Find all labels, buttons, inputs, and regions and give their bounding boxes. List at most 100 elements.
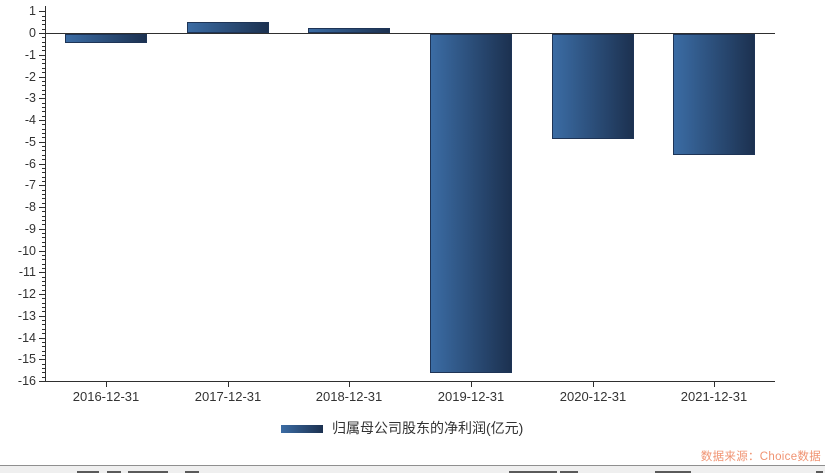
y-axis-label: -9 — [24, 221, 36, 236]
y-axis-minor-tick — [42, 372, 45, 373]
y-axis-minor-tick — [42, 150, 45, 151]
y-axis-minor-tick — [42, 81, 45, 82]
clipped-text-artifact — [560, 471, 578, 473]
y-axis-line — [45, 6, 46, 382]
clipped-text-artifact — [128, 471, 168, 473]
y-axis-minor-tick — [42, 259, 45, 260]
y-axis-minor-tick — [42, 172, 45, 173]
y-axis-major-tick — [39, 207, 45, 208]
y-axis-minor-tick — [42, 333, 45, 334]
y-axis-minor-tick — [42, 277, 45, 278]
y-axis-minor-tick — [42, 198, 45, 199]
y-axis-major-tick — [39, 77, 45, 78]
y-axis-minor-tick — [42, 355, 45, 356]
y-axis-major-tick — [39, 164, 45, 165]
y-axis-minor-tick — [42, 63, 45, 64]
y-axis-major-tick — [39, 11, 45, 12]
x-axis-tick — [471, 382, 472, 387]
y-axis-minor-tick — [42, 146, 45, 147]
clipped-text-artifact — [77, 471, 99, 473]
y-axis-major-tick — [39, 294, 45, 295]
y-axis-minor-tick — [42, 103, 45, 104]
y-axis-minor-tick — [42, 155, 45, 156]
x-axis-line — [45, 381, 775, 382]
bar-2020-12-31[interactable] — [552, 34, 634, 139]
bottom-strip — [0, 465, 825, 473]
y-axis-minor-tick — [42, 42, 45, 43]
y-axis-minor-tick — [42, 364, 45, 365]
x-axis-label: 2018-12-31 — [315, 389, 383, 404]
y-axis-major-tick — [39, 316, 45, 317]
y-axis-minor-tick — [42, 377, 45, 378]
y-axis-minor-tick — [42, 242, 45, 243]
bar-2018-12-31[interactable] — [308, 28, 390, 33]
y-axis-minor-tick — [42, 50, 45, 51]
x-axis-tick — [593, 382, 594, 387]
y-axis-major-tick — [39, 55, 45, 56]
y-axis-minor-tick — [42, 203, 45, 204]
bar-2021-12-31[interactable] — [673, 34, 755, 155]
y-axis-major-tick — [39, 381, 45, 382]
x-axis-tick — [714, 382, 715, 387]
y-axis-minor-tick — [42, 133, 45, 134]
y-axis-minor-tick — [42, 20, 45, 21]
y-axis-label: -12 — [17, 287, 36, 301]
y-axis-minor-tick — [42, 268, 45, 269]
x-axis-tick — [106, 382, 107, 387]
y-axis-minor-tick — [42, 303, 45, 304]
y-axis-minor-tick — [42, 320, 45, 321]
legend-item[interactable]: 归属母公司股东的净利润(亿元) — [281, 420, 523, 436]
y-axis-label: -7 — [24, 178, 36, 193]
y-axis-minor-tick — [42, 90, 45, 91]
y-axis-major-tick — [39, 251, 45, 252]
y-axis-minor-tick — [42, 324, 45, 325]
y-axis-minor-tick — [42, 285, 45, 286]
y-axis-minor-tick — [42, 111, 45, 112]
x-axis-label: 2020-12-31 — [559, 389, 627, 404]
y-axis-minor-tick — [42, 181, 45, 182]
y-axis-major-tick — [39, 359, 45, 360]
y-axis-minor-tick — [42, 129, 45, 130]
y-axis-minor-tick — [42, 264, 45, 265]
y-axis-minor-tick — [42, 85, 45, 86]
y-axis-major-tick — [39, 142, 45, 143]
bar-2016-12-31[interactable] — [65, 34, 147, 43]
y-axis-minor-tick — [42, 346, 45, 347]
y-axis-minor-tick — [42, 307, 45, 308]
y-axis-label: -3 — [24, 91, 36, 106]
legend-label: 归属母公司股东的净利润(亿元) — [332, 420, 524, 436]
bar-2017-12-31[interactable] — [187, 22, 269, 33]
y-axis-label: -5 — [24, 134, 36, 149]
y-axis-minor-tick — [42, 159, 45, 160]
y-axis-minor-tick — [42, 168, 45, 169]
clipped-text-artifact — [509, 471, 557, 473]
y-axis-minor-tick — [42, 237, 45, 238]
y-axis-minor-tick — [42, 246, 45, 247]
y-axis-minor-tick — [42, 177, 45, 178]
y-axis-label: -11 — [18, 265, 36, 280]
y-axis-major-tick — [39, 229, 45, 230]
clipped-text-artifact — [185, 471, 199, 473]
y-axis-minor-tick — [42, 311, 45, 312]
y-axis-minor-tick — [42, 16, 45, 17]
y-axis-minor-tick — [42, 68, 45, 69]
y-axis-major-tick — [39, 338, 45, 339]
y-axis-major-tick — [39, 33, 45, 34]
x-axis-label: 2017-12-31 — [194, 389, 262, 404]
y-axis-minor-tick — [42, 290, 45, 291]
y-axis-minor-tick — [42, 211, 45, 212]
x-axis-tick — [349, 382, 350, 387]
y-axis-major-tick — [39, 272, 45, 273]
legend-swatch — [281, 424, 323, 433]
y-axis-minor-tick — [42, 194, 45, 195]
bar-2019-12-31[interactable] — [430, 34, 512, 373]
y-axis-label: -10 — [17, 243, 36, 258]
y-axis-minor-tick — [42, 220, 45, 221]
y-axis-label: -15 — [17, 352, 36, 367]
y-axis-label: -16 — [17, 374, 36, 388]
y-axis-minor-tick — [42, 137, 45, 138]
clipped-text-artifact — [816, 471, 823, 473]
y-axis-major-tick — [39, 98, 45, 99]
